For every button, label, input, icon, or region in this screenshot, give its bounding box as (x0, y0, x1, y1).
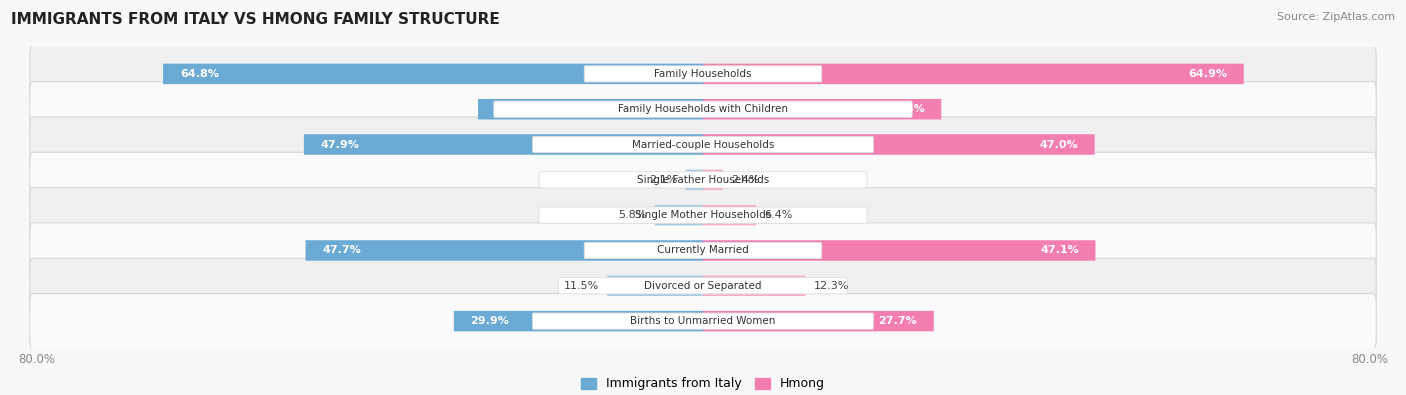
Text: Currently Married: Currently Married (657, 245, 749, 256)
FancyBboxPatch shape (30, 223, 1376, 278)
Text: 64.8%: 64.8% (180, 69, 219, 79)
FancyBboxPatch shape (703, 276, 806, 296)
Text: Source: ZipAtlas.com: Source: ZipAtlas.com (1277, 12, 1395, 22)
FancyBboxPatch shape (30, 82, 1376, 137)
FancyBboxPatch shape (703, 240, 1095, 261)
FancyBboxPatch shape (655, 205, 703, 226)
Text: Family Households with Children: Family Households with Children (619, 104, 787, 114)
FancyBboxPatch shape (703, 169, 723, 190)
FancyBboxPatch shape (163, 64, 703, 84)
Text: 29.9%: 29.9% (471, 316, 509, 326)
Text: 2.4%: 2.4% (731, 175, 759, 185)
FancyBboxPatch shape (703, 134, 1095, 155)
Text: 2.1%: 2.1% (648, 175, 678, 185)
FancyBboxPatch shape (533, 313, 873, 329)
FancyBboxPatch shape (30, 117, 1376, 172)
Text: Married-couple Households: Married-couple Households (631, 139, 775, 150)
Text: 47.7%: 47.7% (322, 245, 361, 256)
Text: 5.8%: 5.8% (619, 210, 647, 220)
FancyBboxPatch shape (585, 243, 821, 259)
Text: 27.7%: 27.7% (879, 316, 917, 326)
FancyBboxPatch shape (533, 136, 873, 152)
FancyBboxPatch shape (538, 207, 868, 223)
Text: Family Households: Family Households (654, 69, 752, 79)
FancyBboxPatch shape (703, 99, 941, 119)
FancyBboxPatch shape (30, 188, 1376, 243)
FancyBboxPatch shape (703, 205, 756, 226)
FancyBboxPatch shape (585, 66, 821, 82)
Text: IMMIGRANTS FROM ITALY VS HMONG FAMILY STRUCTURE: IMMIGRANTS FROM ITALY VS HMONG FAMILY ST… (11, 12, 501, 27)
FancyBboxPatch shape (494, 101, 912, 117)
FancyBboxPatch shape (703, 311, 934, 331)
Text: Divorced or Separated: Divorced or Separated (644, 281, 762, 291)
FancyBboxPatch shape (558, 278, 848, 294)
FancyBboxPatch shape (30, 258, 1376, 313)
Legend: Immigrants from Italy, Hmong: Immigrants from Italy, Hmong (576, 372, 830, 395)
Text: 27.0%: 27.0% (495, 104, 533, 114)
FancyBboxPatch shape (703, 64, 1244, 84)
Text: 11.5%: 11.5% (564, 281, 599, 291)
Text: 47.0%: 47.0% (1039, 139, 1078, 150)
Text: 12.3%: 12.3% (814, 281, 849, 291)
FancyBboxPatch shape (454, 311, 703, 331)
FancyBboxPatch shape (686, 169, 703, 190)
Text: 6.4%: 6.4% (765, 210, 793, 220)
Text: Single Mother Households: Single Mother Households (636, 210, 770, 220)
Text: 28.6%: 28.6% (886, 104, 925, 114)
Text: Single Father Households: Single Father Households (637, 175, 769, 185)
FancyBboxPatch shape (30, 152, 1376, 207)
Text: 47.9%: 47.9% (321, 139, 360, 150)
Text: Births to Unmarried Women: Births to Unmarried Women (630, 316, 776, 326)
Text: 64.9%: 64.9% (1188, 69, 1227, 79)
Text: 47.1%: 47.1% (1040, 245, 1078, 256)
FancyBboxPatch shape (478, 99, 703, 119)
FancyBboxPatch shape (304, 134, 703, 155)
FancyBboxPatch shape (305, 240, 703, 261)
FancyBboxPatch shape (538, 172, 868, 188)
FancyBboxPatch shape (30, 46, 1376, 102)
FancyBboxPatch shape (607, 276, 703, 296)
FancyBboxPatch shape (30, 293, 1376, 349)
